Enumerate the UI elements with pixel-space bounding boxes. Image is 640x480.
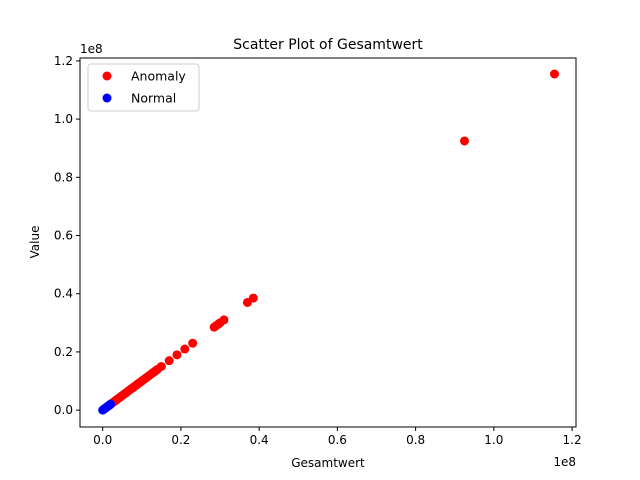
legend: Anomaly Normal — [87, 63, 200, 112]
plot-frame — [79, 57, 577, 428]
y-tick-label: 0.0 — [54, 403, 73, 417]
x-tick-label: 0.4 — [250, 433, 269, 447]
y-tick-label: 1.0 — [54, 112, 73, 126]
legend-marker-normal — [102, 93, 112, 103]
x-tick-label: 0.6 — [328, 433, 347, 447]
legend-box — [87, 63, 200, 112]
data-point-anomaly — [156, 361, 166, 371]
y-axis-label: Value — [28, 226, 42, 259]
x-tick-label: 1.0 — [484, 433, 503, 447]
data-point-anomaly — [180, 344, 190, 354]
x-axis-ticks: 0.0 0.2 0.4 0.6 0.8 1.0 1.2 — [93, 427, 582, 447]
legend-label-normal: Normal — [131, 91, 176, 106]
y-axis-ticks: 0.0 0.2 0.4 0.6 0.8 1.0 1.2 — [54, 54, 80, 417]
x-tick-label: 0.2 — [171, 433, 190, 447]
x-tick-label: 0.0 — [93, 433, 112, 447]
y-tick-label: 0.6 — [54, 229, 73, 243]
y-offset-label: 1e8 — [80, 42, 103, 56]
data-point-anomaly — [219, 315, 229, 325]
x-tick-label: 0.8 — [406, 433, 425, 447]
x-offset-label: 1e8 — [553, 455, 576, 469]
x-axis-label: Gesamtwert — [291, 456, 365, 470]
data-point-anomaly — [172, 350, 182, 360]
legend-marker-anomaly — [102, 71, 112, 81]
data-point-anomaly — [248, 293, 258, 303]
data-point-anomaly — [460, 136, 470, 146]
y-tick-label: 0.2 — [54, 345, 73, 359]
data-point-anomaly — [164, 356, 174, 366]
data-points — [98, 69, 559, 415]
legend-label-anomaly: Anomaly — [131, 69, 186, 84]
data-point-anomaly — [188, 338, 198, 348]
x-tick-label: 1.2 — [563, 433, 582, 447]
chart-title: Scatter Plot of Gesamtwert — [233, 37, 423, 53]
data-point-normal — [106, 399, 116, 409]
y-tick-label: 0.4 — [54, 287, 73, 301]
y-tick-label: 1.2 — [54, 54, 73, 68]
y-tick-label: 0.8 — [54, 170, 73, 184]
data-point-anomaly — [549, 69, 559, 79]
